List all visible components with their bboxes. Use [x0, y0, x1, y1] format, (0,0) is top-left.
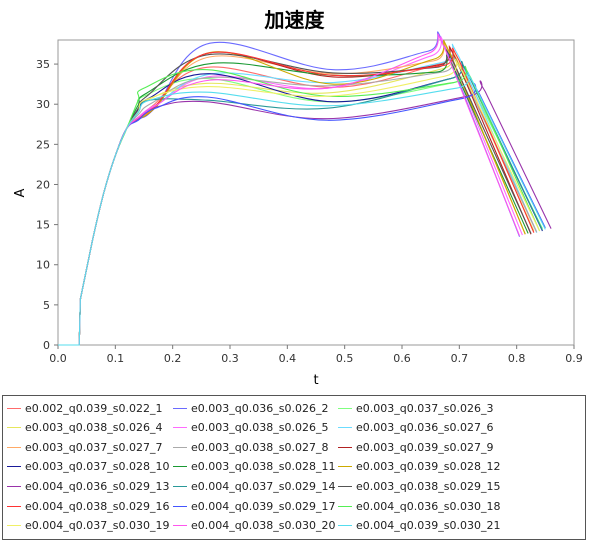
legend-item: e0.003_q0.038_s0.026_5	[173, 419, 328, 437]
legend-label: e0.003_q0.037_s0.026_3	[356, 401, 494, 415]
legend-item: e0.004_q0.036_s0.030_18	[338, 497, 500, 515]
x-tick-label: 0.6	[393, 352, 411, 365]
legend-label: e0.003_q0.037_s0.028_10	[25, 460, 170, 474]
legend-swatch	[173, 427, 187, 429]
legend-item: e0.004_q0.039_s0.029_17	[173, 497, 335, 515]
x-tick-label: 0.7	[451, 352, 469, 365]
legend-swatch	[173, 466, 187, 468]
legend-swatch	[7, 505, 21, 507]
legend-swatch	[7, 525, 21, 527]
x-tick-label: 0.3	[221, 352, 239, 365]
series-lines	[58, 31, 552, 346]
legend-label: e0.004_q0.036_s0.030_18	[356, 499, 501, 513]
y-tick-label: 10	[36, 259, 50, 272]
legend-item: e0.003_q0.039_s0.028_12	[338, 458, 500, 476]
legend-item: e0.004_q0.038_s0.029_16	[7, 497, 169, 515]
legend-swatch	[7, 485, 21, 487]
legend-label: e0.003_q0.038_s0.026_4	[25, 421, 163, 435]
legend-label: e0.004_q0.039_s0.030_21	[356, 519, 501, 533]
legend-label: e0.004_q0.038_s0.030_20	[191, 519, 336, 533]
legend-swatch	[173, 407, 187, 409]
legend-label: e0.004_q0.037_s0.029_14	[191, 479, 336, 493]
legend-label: e0.003_q0.039_s0.028_12	[356, 460, 501, 474]
legend-label: e0.003_q0.039_s0.027_9	[356, 440, 494, 454]
x-tick-label: 0.0	[49, 352, 67, 365]
legend-item: e0.003_q0.038_s0.026_4	[7, 419, 162, 437]
legend-swatch	[338, 446, 352, 448]
y-axis-label: A	[13, 188, 28, 197]
legend-swatch	[338, 485, 352, 487]
x-axis-label: t	[313, 373, 318, 388]
x-tick-label: 0.9	[565, 352, 583, 365]
legend-item: e0.004_q0.037_s0.030_19	[7, 517, 169, 535]
y-tick-label: 5	[43, 299, 50, 312]
legend-item: e0.003_q0.036_s0.027_6	[338, 419, 493, 437]
legend-swatch	[173, 485, 187, 487]
legend-swatch	[338, 525, 352, 527]
x-tick-label: 0.5	[336, 352, 354, 365]
legend-swatch	[7, 407, 21, 409]
legend-label: e0.003_q0.038_s0.028_11	[191, 460, 336, 474]
y-tick-label: 0	[43, 339, 50, 352]
legend-swatch	[7, 466, 21, 468]
y-axis-ticks: 0 5 10 15 20 25 30 35	[36, 58, 58, 352]
legend-label: e0.004_q0.037_s0.030_19	[25, 519, 170, 533]
y-tick-label: 30	[36, 98, 50, 111]
legend-item: e0.004_q0.039_s0.030_21	[338, 517, 500, 535]
legend-item: e0.003_q0.037_s0.028_10	[7, 458, 169, 476]
legend-item: e0.003_q0.039_s0.027_9	[338, 438, 493, 456]
legend-label: e0.003_q0.038_s0.029_15	[356, 479, 501, 493]
legend-swatch	[173, 505, 187, 507]
legend-item: e0.003_q0.038_s0.029_15	[338, 477, 500, 495]
legend-label: e0.004_q0.039_s0.029_17	[191, 499, 336, 513]
legend-label: e0.003_q0.036_s0.027_6	[356, 421, 494, 435]
legend-item: e0.004_q0.036_s0.029_13	[7, 477, 169, 495]
x-tick-label: 0.4	[279, 352, 297, 365]
legend-label: e0.003_q0.038_s0.027_8	[191, 440, 329, 454]
legend-swatch	[173, 525, 187, 527]
legend-swatch	[173, 446, 187, 448]
legend-label: e0.003_q0.038_s0.026_5	[191, 421, 329, 435]
chart-svg: 0.0 0.1 0.2 0.3 0.4 0.5 0.6 0.7 0.8 0.9 0 5 10 15 20 2…	[13, 31, 583, 388]
legend-item: e0.003_q0.038_s0.028_11	[173, 458, 335, 476]
legend-item: e0.003_q0.038_s0.027_8	[173, 438, 328, 456]
y-tick-label: 35	[36, 58, 50, 71]
legend-item: e0.003_q0.037_s0.026_3	[338, 399, 493, 417]
legend-swatch	[338, 466, 352, 468]
x-tick-label: 0.8	[508, 352, 526, 365]
y-tick-label: 15	[36, 219, 50, 232]
legend-label: e0.003_q0.036_s0.026_2	[191, 401, 329, 415]
legend-swatch	[7, 427, 21, 429]
legend-item: e0.003_q0.036_s0.026_2	[173, 399, 328, 417]
legend-swatch	[338, 407, 352, 409]
legend-label: e0.004_q0.036_s0.029_13	[25, 479, 170, 493]
legend-swatch	[338, 505, 352, 507]
legend-label: e0.004_q0.038_s0.029_16	[25, 499, 170, 513]
series-line-21	[58, 71, 546, 346]
y-tick-label: 25	[36, 138, 50, 151]
legend-label: e0.002_q0.039_s0.022_1	[25, 401, 163, 415]
legend-label: e0.003_q0.037_s0.027_7	[25, 440, 163, 454]
legend: e0.002_q0.039_s0.022_1 e0.003_q0.036_s0.0…	[2, 395, 586, 540]
legend-item: e0.003_q0.037_s0.027_7	[7, 438, 162, 456]
y-tick-label: 20	[36, 178, 50, 191]
x-tick-label: 0.2	[164, 352, 182, 365]
legend-item: e0.004_q0.038_s0.030_20	[173, 517, 335, 535]
legend-item: e0.002_q0.039_s0.022_1	[7, 399, 162, 417]
x-axis-ticks: 0.0 0.1 0.2 0.3 0.4 0.5 0.6 0.7 0.8 0.9	[49, 345, 583, 365]
legend-swatch	[338, 427, 352, 429]
chart-title: 加速度	[264, 8, 325, 32]
plot-area	[57, 39, 575, 346]
legend-item: e0.004_q0.037_s0.029_14	[173, 477, 335, 495]
legend-swatch	[7, 446, 21, 448]
x-tick-label: 0.1	[107, 352, 125, 365]
